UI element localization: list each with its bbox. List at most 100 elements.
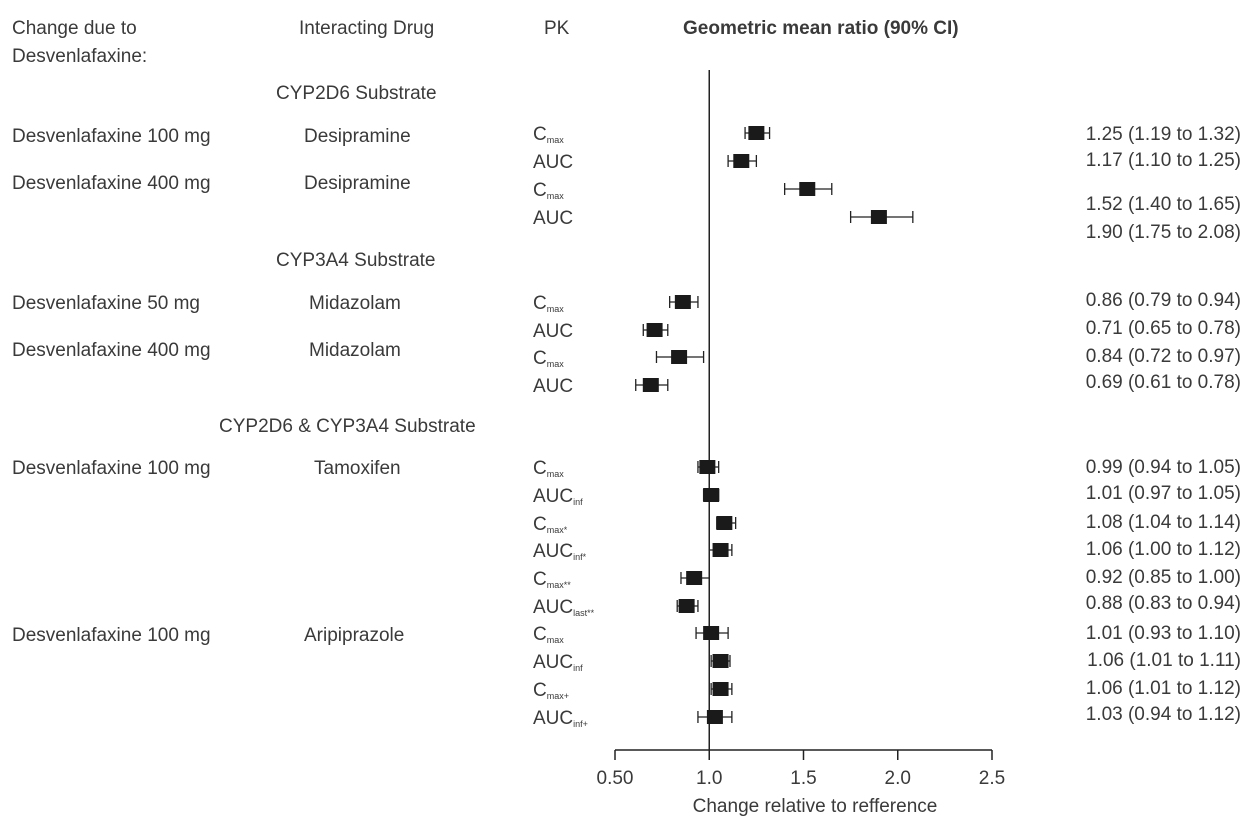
pk-label: Cmax [533,293,564,314]
ci-mark [710,682,733,696]
pk-label: Cmax+ [533,680,569,701]
estimate-marker [716,516,733,530]
estimate-marker [678,599,695,613]
ci-value-label: 1.25 (1.19 to 1.32) [1086,124,1241,145]
pk-label: AUC [533,152,573,173]
header-change-2: Desvenlafaxine: [12,46,147,67]
ci-value-label: 1.17 (1.10 to 1.25) [1086,150,1241,171]
group-labels: Desvenlafaxine 100 mg Desipramine Desven… [12,126,411,646]
ci-value-label: 0.86 (0.79 to 0.94) [1086,290,1241,311]
group-drug: Aripiprazole [304,625,404,646]
estimate-marker [703,488,720,502]
x-axis-ticks: 0.50 1.0 1.5 2.0 2.5 [597,750,1005,789]
pk-label: AUCinf [533,486,583,507]
ci-labels: 1.25 (1.19 to 1.32) 1.17 (1.10 to 1.25) 1.… [1086,124,1241,725]
estimate-marker [686,571,703,585]
group-drug: Tamoxifen [314,458,401,479]
estimate-marker [671,350,688,364]
ci-value-label: 0.88 (0.83 to 0.94) [1086,593,1241,614]
estimate-marker [799,182,816,196]
estimate-marker [712,543,729,557]
ci-mark [680,571,710,585]
pk-label: AUCinf+ [533,708,588,729]
pk-label: AUCinf* [533,541,587,562]
estimate-marker [646,323,663,337]
group-change: Desvenlafaxine 100 mg [12,126,211,147]
pk-label: Cmax [533,124,564,145]
estimate-marker [706,710,723,724]
ci-mark [676,599,699,613]
ci-mark [744,126,771,140]
ci-mark [849,210,914,224]
estimate-marker [642,378,659,392]
pk-labels: Cmax AUC Cmax AUC Cmax AUC Cmax AUC Cmax AUCinf Cm… [533,124,595,729]
ci-value-label: 0.99 (0.94 to 1.05) [1086,457,1241,478]
x-tick-label: 2.0 [885,768,911,789]
ci-value-label: 1.90 (1.75 to 2.08) [1086,222,1241,243]
pk-label: AUCinf [533,652,583,673]
pk-label: Cmax* [533,514,568,535]
ci-mark [710,654,731,668]
estimate-marker [870,210,887,224]
ci-value-label: 0.71 (0.65 to 0.78) [1086,318,1241,339]
ci-value-label: 0.92 (0.85 to 1.00) [1086,567,1241,588]
group-drug: Midazolam [309,293,401,314]
pk-label: Cmax [533,348,564,369]
ci-mark [727,154,758,168]
group-drug: Desipramine [304,173,411,194]
estimate-marker [748,126,765,140]
pk-label: AUC [533,376,573,397]
ci-value-label: 0.69 (0.61 to 0.78) [1086,372,1241,393]
estimate-marker [703,626,720,640]
ci-value-label: 1.08 (1.04 to 1.14) [1086,512,1241,533]
x-tick-label: 0.50 [597,768,634,789]
x-tick-label: 2.5 [979,768,1005,789]
ci-mark [697,710,733,724]
ci-mark [716,516,737,530]
ci-value-label: 1.52 (1.40 to 1.65) [1086,194,1241,215]
ci-mark [784,182,833,196]
estimate-marker [712,682,729,696]
group-change: Desvenlafaxine 400 mg [12,173,211,194]
section-cyp3a4: CYP3A4 Substrate [276,250,435,271]
x-tick-label: 1.0 [696,768,722,789]
group-drug: Midazolam [309,340,401,361]
x-tick-label: 1.5 [790,768,816,789]
ci-mark [702,488,720,502]
ci-value-label: 0.84 (0.72 to 0.97) [1086,346,1241,367]
group-change: Desvenlafaxine 100 mg [12,625,211,646]
group-change: Desvenlafaxine 100 mg [12,458,211,479]
pk-label: AUC [533,321,573,342]
pk-label: Cmax** [533,569,571,590]
section-cyp2d6: CYP2D6 Substrate [276,83,437,104]
x-axis-label: Change relative to refference [693,796,938,817]
ci-mark [655,350,705,364]
header-geometric-mean-ratio: Geometric mean ratio (90% CI) [683,18,959,39]
group-change: Desvenlafaxine 50 mg [12,293,200,314]
estimate-marker [733,154,750,168]
estimate-marker [699,460,716,474]
section-cyp2d6-cyp3a4: CYP2D6 & CYP3A4 Substrate [219,416,476,437]
ci-mark [708,543,733,557]
header-pk: PK [544,18,570,39]
header-change: Change due to [12,18,137,39]
ci-mark [669,295,699,309]
ci-value-label: 1.01 (0.93 to 1.10) [1086,623,1241,644]
pk-label: AUClast** [533,597,595,618]
estimate-marker [712,654,729,668]
ci-mark [642,323,669,337]
ci-value-label: 1.06 (1.01 to 1.12) [1086,678,1241,699]
ci-mark [695,626,729,640]
pk-label: Cmax [533,458,564,479]
ci-mark [635,378,669,392]
pk-label: AUC [533,208,573,229]
pk-label: Cmax [533,180,564,201]
estimate-marker [674,295,691,309]
header-interacting-drug: Interacting Drug [299,18,434,39]
ci-value-label: 1.03 (0.94 to 1.12) [1086,704,1241,725]
ci-mark [697,460,720,474]
data-marks [635,126,914,724]
pk-label: Cmax [533,624,564,645]
group-change: Desvenlafaxine 400 mg [12,340,211,361]
